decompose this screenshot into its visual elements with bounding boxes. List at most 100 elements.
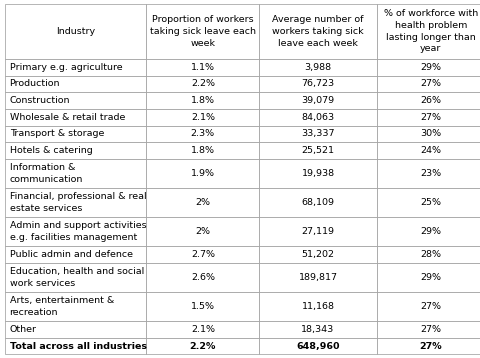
Bar [377, 188, 480, 217]
Bar [146, 76, 259, 92]
Bar [259, 321, 377, 338]
Bar [259, 217, 377, 246]
Text: Wholesale & retail trade: Wholesale & retail trade [10, 113, 125, 122]
Bar [377, 126, 480, 142]
Text: 84,063: 84,063 [301, 113, 335, 122]
Text: 2.2%: 2.2% [190, 342, 216, 350]
Text: Production: Production [10, 79, 60, 88]
Text: 27,119: 27,119 [301, 227, 335, 236]
Bar [146, 263, 259, 292]
Text: 27%: 27% [420, 302, 441, 311]
Text: 26%: 26% [420, 96, 441, 105]
Bar [377, 142, 480, 159]
Bar [377, 338, 480, 354]
Text: Average number of
workers taking sick
leave each week: Average number of workers taking sick le… [272, 15, 364, 48]
Text: 27%: 27% [420, 113, 441, 122]
Bar [377, 59, 480, 76]
Bar [259, 76, 377, 92]
Text: 51,202: 51,202 [301, 250, 335, 259]
Text: 2%: 2% [195, 227, 210, 236]
Text: 2.7%: 2.7% [191, 250, 215, 259]
Bar [5, 246, 146, 263]
Bar [377, 159, 480, 188]
Bar [259, 126, 377, 142]
Text: Arts, entertainment &
recreation: Arts, entertainment & recreation [10, 296, 114, 317]
Bar [259, 338, 377, 354]
Text: % of workforce with
health problem
lasting longer than
year: % of workforce with health problem lasti… [384, 9, 478, 53]
Bar [259, 92, 377, 109]
Text: 27%: 27% [420, 342, 442, 350]
Bar [146, 321, 259, 338]
Text: 29%: 29% [420, 227, 441, 236]
Bar [5, 142, 146, 159]
Text: 11,168: 11,168 [301, 302, 335, 311]
Text: 28%: 28% [420, 250, 441, 259]
Text: 1.9%: 1.9% [191, 169, 215, 178]
Bar [259, 159, 377, 188]
Bar [259, 292, 377, 321]
Text: Construction: Construction [10, 96, 70, 105]
Bar [5, 76, 146, 92]
Text: 2.6%: 2.6% [191, 273, 215, 282]
Text: 2%: 2% [195, 198, 210, 207]
Text: 18,343: 18,343 [301, 325, 335, 334]
Text: 25%: 25% [420, 198, 441, 207]
Bar [5, 59, 146, 76]
Text: Other: Other [10, 325, 36, 334]
Bar [146, 292, 259, 321]
Bar [5, 126, 146, 142]
Text: Information &
communication: Information & communication [10, 163, 83, 184]
Bar [146, 4, 259, 59]
Bar [146, 109, 259, 126]
Text: 1.8%: 1.8% [191, 96, 215, 105]
Bar [377, 246, 480, 263]
Text: 29%: 29% [420, 63, 441, 72]
Bar [259, 263, 377, 292]
Text: 3,988: 3,988 [304, 63, 332, 72]
Text: 39,079: 39,079 [301, 96, 335, 105]
Bar [146, 338, 259, 354]
Bar [146, 142, 259, 159]
Text: 24%: 24% [420, 146, 441, 155]
Text: 30%: 30% [420, 130, 442, 139]
Bar [5, 217, 146, 246]
Text: Industry: Industry [56, 27, 95, 36]
Text: 27%: 27% [420, 79, 441, 88]
Bar [377, 109, 480, 126]
Bar [146, 159, 259, 188]
Text: 76,723: 76,723 [301, 79, 335, 88]
Bar [5, 4, 146, 59]
Bar [259, 59, 377, 76]
Bar [5, 188, 146, 217]
Text: 2.2%: 2.2% [191, 79, 215, 88]
Text: 29%: 29% [420, 273, 441, 282]
Text: 2.1%: 2.1% [191, 113, 215, 122]
Bar [377, 4, 480, 59]
Bar [259, 4, 377, 59]
Text: Hotels & catering: Hotels & catering [10, 146, 92, 155]
Text: 2.3%: 2.3% [191, 130, 215, 139]
Bar [146, 217, 259, 246]
Bar [146, 59, 259, 76]
Text: Education, health and social
work services: Education, health and social work servic… [10, 267, 144, 288]
Bar [5, 263, 146, 292]
Bar [5, 159, 146, 188]
Text: 27%: 27% [420, 325, 441, 334]
Bar [377, 321, 480, 338]
Bar [377, 263, 480, 292]
Text: 2.1%: 2.1% [191, 325, 215, 334]
Text: Total across all industries: Total across all industries [10, 342, 146, 350]
Text: 1.8%: 1.8% [191, 146, 215, 155]
Text: Primary e.g. agriculture: Primary e.g. agriculture [10, 63, 122, 72]
Bar [5, 92, 146, 109]
Text: Transport & storage: Transport & storage [10, 130, 104, 139]
Bar [146, 246, 259, 263]
Bar [5, 321, 146, 338]
Bar [5, 109, 146, 126]
Bar [146, 92, 259, 109]
Text: Proportion of workers
taking sick leave each
week: Proportion of workers taking sick leave … [150, 15, 256, 48]
Text: 23%: 23% [420, 169, 442, 178]
Bar [5, 338, 146, 354]
Bar [377, 292, 480, 321]
Bar [259, 246, 377, 263]
